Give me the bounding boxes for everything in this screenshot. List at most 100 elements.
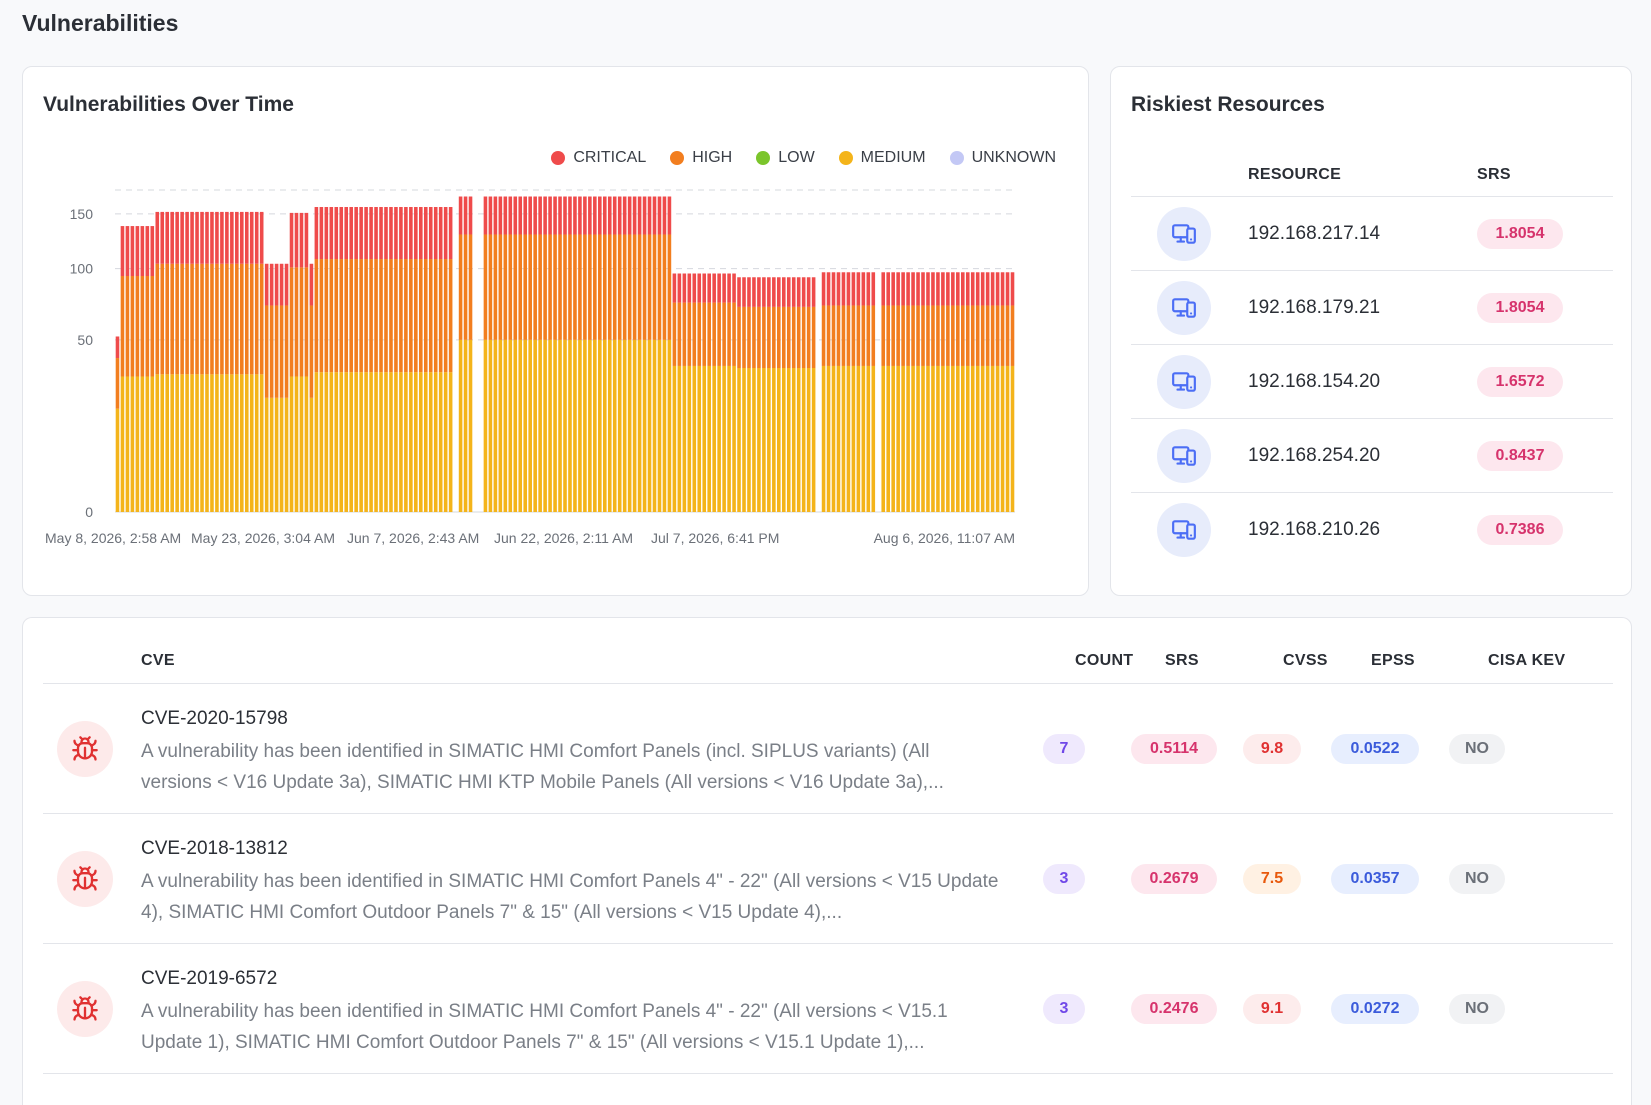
cvss-badge: 9.8 <box>1243 734 1301 764</box>
legend-item-high[interactable]: HIGH <box>670 149 732 167</box>
bar-segment-critical <box>647 196 652 235</box>
col-header-cvss[interactable]: CVSS <box>1283 652 1328 669</box>
legend-dot-critical <box>551 151 566 165</box>
bar-segment-high <box>518 234 523 340</box>
bar-segment-critical <box>737 277 741 307</box>
resource-ip[interactable]: 192.168.217.14 <box>1248 223 1381 244</box>
bar-segment-medium <box>906 365 910 512</box>
bar-segment-medium <box>985 365 990 512</box>
bar-segment-high <box>548 234 552 340</box>
bar-segment-critical <box>583 196 587 235</box>
bar-segment-critical <box>921 272 925 306</box>
bug-icon <box>57 981 113 1037</box>
bar-segment-medium <box>448 372 453 512</box>
y-tick-label: 0 <box>85 504 93 520</box>
col-header-cve[interactable]: CVE <box>141 652 175 669</box>
bar-segment-critical <box>404 207 408 260</box>
bar-segment-high <box>145 276 150 377</box>
cve-row[interactable]: CVE-2020-15798 A vulnerability has been i… <box>43 684 1613 814</box>
resource-ip[interactable]: 192.168.254.20 <box>1248 445 1381 466</box>
cve-row[interactable]: CVE-2019-6572 A vulnerability has been id… <box>43 944 1613 1074</box>
col-header-srs[interactable]: SRS <box>1165 652 1199 669</box>
resource-row[interactable]: 192.168.254.20 0.8437 <box>1131 419 1613 493</box>
bar-segment-high <box>508 234 513 340</box>
bar-segment-high <box>160 263 165 375</box>
bar-segment-medium <box>896 365 900 512</box>
cve-id[interactable]: CVE-2020-15798 <box>141 708 288 729</box>
bar-segment-critical <box>423 207 428 260</box>
bar-segment-high <box>299 267 304 377</box>
resource-ip[interactable]: 192.168.154.20 <box>1248 371 1381 392</box>
cve-description: A vulnerability has been identified in S… <box>141 741 944 793</box>
bar-segment-critical <box>911 272 915 306</box>
resource-row[interactable]: 192.168.179.21 1.8054 <box>1131 271 1613 345</box>
cve-row[interactable]: CVE-2018-13812 A vulnerability has been i… <box>43 814 1613 944</box>
bar-segment-critical <box>389 207 393 260</box>
bar-segment-medium <box>369 372 373 512</box>
bar-segment-medium <box>558 339 562 512</box>
y-tick-label: 100 <box>70 261 94 277</box>
col-header-srs: SRS <box>1477 166 1511 183</box>
bar-segment-high <box>438 259 443 373</box>
legend-item-critical[interactable]: CRITICAL <box>551 149 646 167</box>
bar-segment-medium <box>548 339 552 512</box>
bar-segment-critical <box>617 196 622 235</box>
legend-label: UNKNOWN <box>971 149 1056 166</box>
cve-id[interactable]: CVE-2018-13812 <box>141 838 288 859</box>
legend-item-low[interactable]: LOW <box>756 149 815 167</box>
bar-segment-critical <box>891 272 895 306</box>
bar-segment-medium <box>722 365 726 512</box>
bar-segment-medium <box>235 374 239 512</box>
bar-segment-critical <box>205 211 209 264</box>
resource-row[interactable]: 192.168.154.20 1.6572 <box>1131 345 1613 419</box>
bar-segment-medium <box>856 365 861 512</box>
col-header-cisa-kev[interactable]: CISA KEV <box>1488 652 1566 669</box>
bar-segment-critical <box>215 211 219 264</box>
bar-segment-medium <box>145 376 150 512</box>
bar-segment-medium <box>404 372 408 512</box>
resource-ip[interactable]: 192.168.210.26 <box>1248 519 1381 540</box>
bar-segment-critical <box>612 196 617 235</box>
bar-segment-high <box>170 263 174 375</box>
bar-segment-medium <box>279 397 284 512</box>
risk-table: RESOURCE SRS 192.168.217.14 1.8054 192.168… <box>1131 151 1613 567</box>
bar-segment-high <box>394 259 398 373</box>
bar-segment-medium <box>354 372 358 512</box>
col-header-count[interactable]: COUNT <box>1075 652 1134 669</box>
resource-ip[interactable]: 192.168.179.21 <box>1248 297 1381 318</box>
bar-segment-high <box>274 305 279 398</box>
bar-segment-critical <box>344 207 349 260</box>
bar-segment-high <box>498 234 503 340</box>
bar-segment-high <box>329 259 334 373</box>
bar-segment-medium <box>886 365 890 512</box>
bar-segment-high <box>936 305 940 366</box>
resource-row[interactable]: 192.168.210.26 0.7386 <box>1131 493 1613 567</box>
bar-segment-critical <box>463 196 468 235</box>
legend-item-medium[interactable]: MEDIUM <box>838 149 926 167</box>
col-header-epss[interactable]: EPSS <box>1371 652 1415 669</box>
bar-segment-high <box>946 305 950 366</box>
bar-segment-medium <box>990 365 995 512</box>
bar-segment-high <box>279 305 284 398</box>
bar-segment-high <box>1000 305 1005 366</box>
bar-segment-medium <box>946 365 950 512</box>
bar-segment-medium <box>891 365 895 512</box>
bar-segment-high <box>523 234 528 340</box>
bar-segment-high <box>125 276 130 377</box>
bar-segment-critical <box>160 211 165 264</box>
bar-segment-high <box>707 302 711 366</box>
resource-row[interactable]: 192.168.217.14 1.8054 <box>1131 197 1613 271</box>
bar-segment-medium <box>791 368 796 512</box>
bar-segment-critical <box>767 277 771 307</box>
bar-segment-medium <box>727 365 731 512</box>
legend-item-unknown[interactable]: UNKNOWN <box>949 149 1056 167</box>
bar-segment-medium <box>767 368 771 512</box>
bar-segment-medium <box>215 374 219 512</box>
bar-segment-high <box>861 305 866 366</box>
bar-segment-high <box>135 276 140 377</box>
bar-segment-high <box>230 263 234 375</box>
bar-segment-critical <box>244 211 249 264</box>
bar-segment-high <box>717 302 721 366</box>
cve-id[interactable]: CVE-2019-6572 <box>141 968 278 989</box>
cve-table-header: CVE COUNT SRS CVSS EPSS CISA KEV <box>43 618 1613 684</box>
